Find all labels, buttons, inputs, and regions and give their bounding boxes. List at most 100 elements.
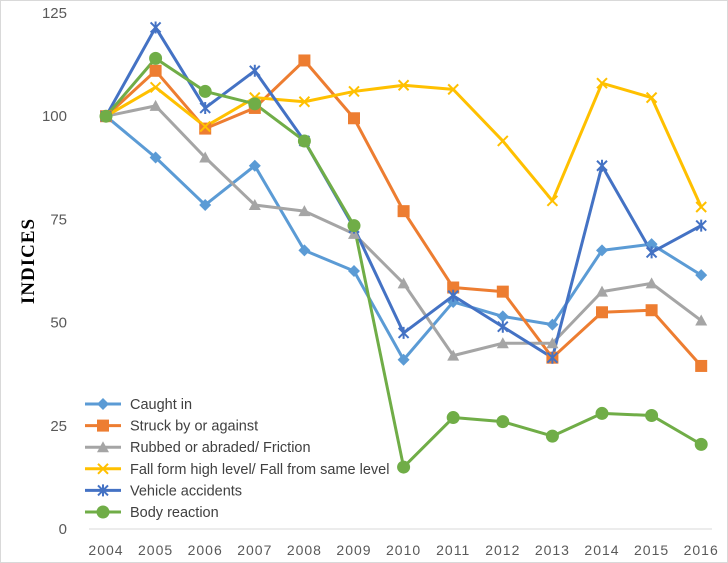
data-point: [199, 122, 212, 135]
series-markers-body-reaction: [99, 51, 708, 474]
data-point: [645, 246, 658, 259]
legend-label: Body reaction: [130, 505, 219, 521]
data-point: [447, 289, 459, 302]
y-tick-label: 75: [50, 211, 67, 228]
y-tick-label: 50: [50, 315, 67, 332]
data-point: [546, 195, 559, 207]
data-point: [645, 277, 658, 289]
series-line-rubbed-or-abraded-friction: [105, 104, 703, 358]
data-point: [397, 205, 410, 218]
x-tick-label: 2011: [436, 542, 470, 558]
legend-item: Caught in: [85, 397, 192, 413]
data-point: [298, 54, 311, 67]
x-tick-label: 2005: [138, 542, 173, 558]
data-point: [546, 351, 559, 364]
data-point: [348, 112, 360, 125]
data-point: [99, 109, 113, 123]
data-point: [397, 326, 410, 339]
y-tick-label: 0: [59, 521, 67, 538]
legend-marker: [97, 441, 109, 453]
legend-label: Fall form high level/ Fall from same lev…: [130, 462, 389, 478]
series-markers-rubbed-or-abraded-friction: [100, 99, 708, 361]
data-point: [447, 83, 459, 96]
x-tick-label: 2007: [237, 542, 272, 558]
data-point: [446, 411, 460, 425]
series-markers-struck-by-or-against: [100, 54, 708, 372]
data-point: [397, 79, 410, 91]
legend-marker: [96, 505, 110, 519]
x-tick-label: 2006: [188, 542, 223, 558]
y-tick-label: 100: [42, 108, 67, 125]
x-tick-label: 2013: [535, 542, 570, 558]
data-point: [149, 64, 162, 77]
data-point: [596, 159, 608, 172]
data-point: [149, 21, 162, 34]
legend-label: Rubbed or abraded/ Friction: [130, 440, 311, 456]
data-point: [298, 244, 311, 257]
data-point: [199, 101, 211, 114]
legend: Caught in Struck by or against Rubbed or a…: [85, 397, 389, 521]
data-point: [249, 64, 261, 77]
legend-item: Struck by or against: [85, 419, 258, 435]
x-tick-label: 2008: [287, 542, 322, 558]
legend-item: Vehicle accidents: [85, 483, 242, 499]
y-tick-label: 25: [50, 418, 67, 435]
legend-marker: [97, 484, 109, 497]
data-point: [645, 91, 658, 104]
data-point: [695, 359, 708, 372]
data-point: [248, 159, 261, 172]
data-point: [596, 306, 608, 319]
data-point: [397, 353, 410, 366]
data-point: [447, 349, 460, 361]
data-point: [397, 460, 411, 474]
data-point: [695, 269, 708, 282]
data-point: [248, 97, 262, 111]
data-point: [596, 244, 608, 257]
data-point: [347, 219, 361, 233]
legend-marker: [97, 419, 109, 432]
data-point: [149, 151, 162, 164]
x-tick-label: 2004: [88, 542, 123, 558]
legend-item: Rubbed or abraded/ Friction: [85, 440, 311, 456]
legend-label: Struck by or against: [130, 419, 258, 435]
series-line-vehicle-accidents: [104, 25, 702, 360]
x-tick-label: 2009: [336, 542, 371, 558]
data-point: [348, 85, 360, 98]
data-point: [496, 337, 509, 349]
series-line-caught-in: [105, 115, 702, 362]
legend-marker: [97, 398, 109, 410]
data-point: [298, 205, 311, 217]
data-point: [545, 429, 559, 443]
data-point: [199, 151, 212, 163]
legend-label: Caught in: [130, 397, 192, 413]
data-point: [149, 99, 162, 111]
legend-item: Fall form high level/ Fall from same lev…: [85, 462, 389, 478]
data-point: [149, 81, 162, 94]
data-point: [198, 84, 212, 98]
data-point: [496, 285, 509, 298]
x-tick-label: 2010: [386, 542, 421, 558]
data-point: [149, 51, 163, 65]
data-point: [297, 134, 311, 148]
data-point: [546, 337, 559, 349]
data-point: [199, 198, 212, 211]
y-tick-label: 125: [42, 5, 67, 22]
data-point: [496, 415, 510, 429]
x-tick-label: 2015: [634, 542, 669, 558]
legend-item: Body reaction: [85, 505, 219, 521]
data-point: [199, 120, 211, 133]
data-point: [645, 238, 658, 251]
data-point: [496, 310, 509, 323]
data-point: [298, 96, 311, 108]
data-point: [695, 219, 707, 232]
data-point: [497, 135, 509, 147]
data-point: [596, 285, 608, 297]
data-point: [546, 318, 559, 331]
data-point: [397, 277, 410, 289]
data-point: [248, 198, 261, 210]
data-point: [695, 314, 708, 326]
data-point: [447, 281, 460, 294]
x-tick-label: 2012: [485, 542, 520, 558]
